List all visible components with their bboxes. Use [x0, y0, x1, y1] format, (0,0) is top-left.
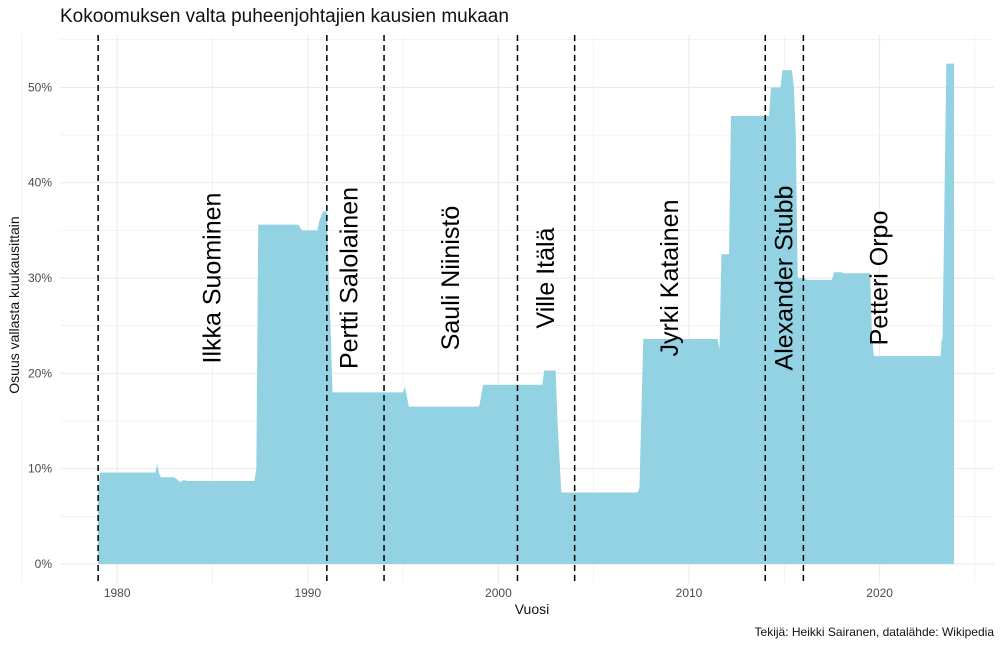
leader-label: Ville Itälä — [532, 227, 560, 328]
x-tick-labels: 1980 1990 2000 2010 2020 — [104, 586, 893, 600]
leader-label: Pertti Salolainen — [336, 187, 364, 369]
y-tick-label: 30% — [28, 271, 52, 285]
y-tick-labels: 0% 10% 20% 30% 40% 50% — [28, 80, 52, 571]
x-tick-label: 1980 — [104, 586, 131, 600]
series — [98, 63, 954, 564]
leader-labels: Ilkka Suominen Pertti Salolainen Sauli Nii… — [198, 186, 893, 371]
leader-label: Petteri Orpo — [866, 211, 894, 346]
x-tick-label: 2020 — [866, 586, 893, 600]
x-tick-label: 2000 — [485, 586, 512, 600]
leader-label: Alexander Stubb — [770, 186, 798, 371]
leader-change-lines — [97, 35, 805, 583]
x-tick-label: 2010 — [676, 586, 703, 600]
x-tick-label: 1990 — [294, 586, 321, 600]
y-tick-label: 10% — [28, 462, 52, 476]
leader-label: Sauli Niinistö — [437, 206, 465, 351]
y-tick-label: 0% — [35, 557, 53, 571]
leader-label: Jyrki Katainen — [656, 200, 684, 357]
chart-title: Kokoomuksen valta puheenjohtajien kausie… — [60, 6, 509, 27]
caption: Tekijä: Heikki Sairanen, datalähde: Wiki… — [755, 625, 995, 639]
y-axis-label: Osuus vallasta kuukausittain — [6, 216, 22, 393]
y-tick-label: 50% — [28, 80, 52, 94]
y-tick-label: 20% — [28, 366, 52, 380]
power-share-area — [98, 63, 954, 564]
y-tick-label: 40% — [28, 176, 52, 190]
x-axis-label: Vuosi — [515, 601, 550, 617]
leader-label: Ilkka Suominen — [198, 193, 226, 364]
